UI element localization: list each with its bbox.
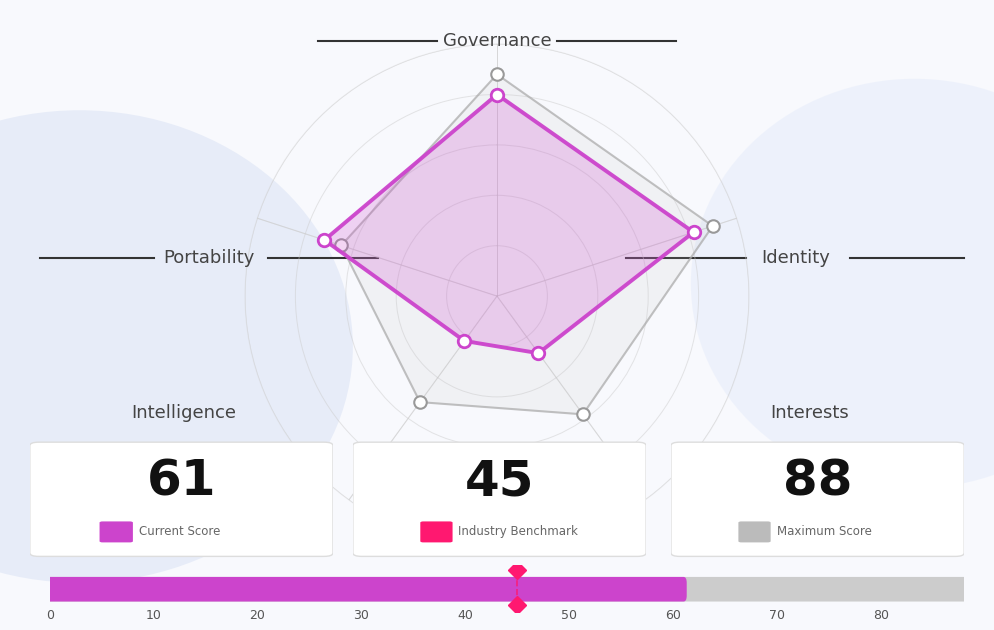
Text: 80: 80 <box>873 609 889 622</box>
FancyBboxPatch shape <box>671 442 964 556</box>
Text: 40: 40 <box>457 609 473 622</box>
FancyBboxPatch shape <box>47 577 687 602</box>
FancyBboxPatch shape <box>353 442 646 556</box>
Text: 60: 60 <box>665 609 681 622</box>
Text: Maximum Score: Maximum Score <box>776 525 872 539</box>
Text: 0: 0 <box>46 609 54 622</box>
FancyBboxPatch shape <box>30 442 333 556</box>
FancyBboxPatch shape <box>739 522 770 542</box>
Text: Industry Benchmark: Industry Benchmark <box>458 525 579 539</box>
Text: Current Score: Current Score <box>139 525 221 539</box>
Text: 10: 10 <box>146 609 162 622</box>
Text: 45: 45 <box>465 458 534 506</box>
Text: 61: 61 <box>146 458 217 506</box>
Text: Governance: Governance <box>442 32 552 50</box>
Text: Identity: Identity <box>760 249 830 267</box>
Text: Portability: Portability <box>163 249 254 267</box>
Text: 50: 50 <box>562 609 578 622</box>
Text: 30: 30 <box>354 609 370 622</box>
Ellipse shape <box>691 79 994 488</box>
FancyBboxPatch shape <box>99 522 133 542</box>
Text: Interests: Interests <box>770 404 850 421</box>
Polygon shape <box>324 94 694 353</box>
Ellipse shape <box>0 110 353 583</box>
Text: 88: 88 <box>783 458 852 506</box>
FancyBboxPatch shape <box>420 522 452 542</box>
Text: Intelligence: Intelligence <box>131 404 237 421</box>
Text: 70: 70 <box>769 609 785 622</box>
Text: 20: 20 <box>249 609 265 622</box>
FancyBboxPatch shape <box>47 577 967 602</box>
Polygon shape <box>341 74 713 415</box>
